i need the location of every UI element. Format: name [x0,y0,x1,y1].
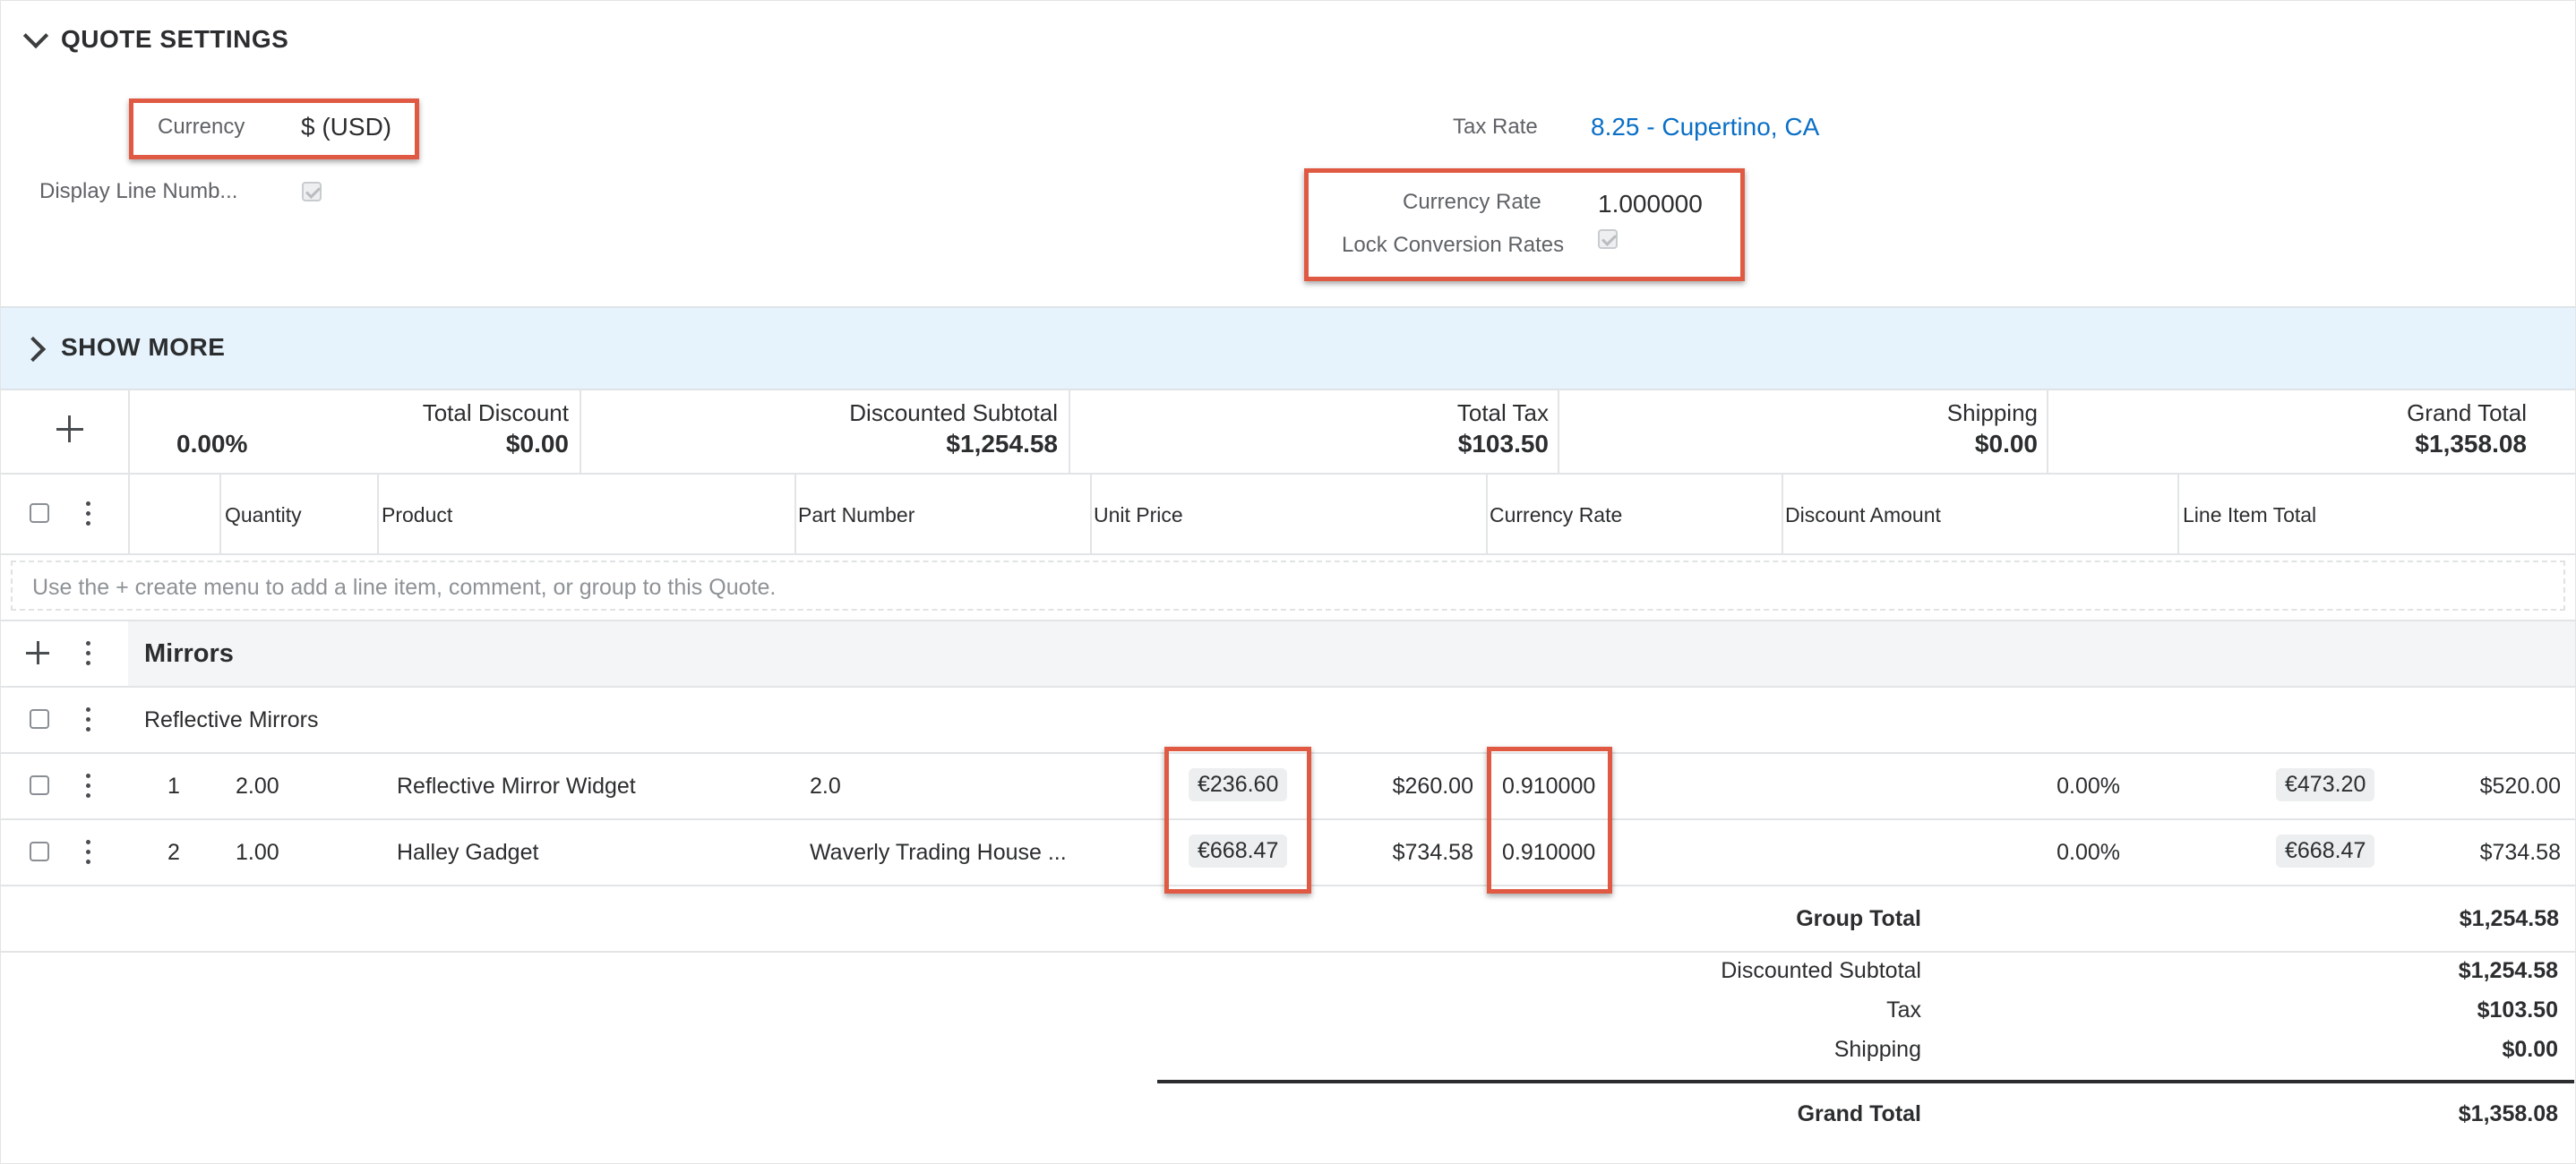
quote-settings-title: QUOTE SETTINGS [61,25,289,53]
unit-price-eur: €236.60 [1189,768,1288,801]
currency-rate-cell[interactable]: 0.910000 [1502,840,1596,865]
kebab-icon[interactable] [86,774,90,799]
total-tax-label: Total Tax [1456,399,1549,426]
unit-price-highlight-box [1164,747,1311,894]
unit-price-eur: €668.47 [1189,834,1288,868]
line-total-usd: $520.00 [2479,774,2561,799]
col-quantity[interactable]: Quantity [225,503,302,526]
grand-total-divider [1157,1080,2574,1083]
kebab-icon[interactable] [86,707,90,732]
shipping-label: Shipping [1946,399,2038,426]
chevron-right-icon [20,336,47,363]
display-line-numbers-label: Display Line Numb... [39,179,238,203]
group-total-value: $1,254.58 [2459,906,2559,931]
group-name[interactable]: Mirrors [144,639,234,668]
show-more-title: SHOW MORE [61,333,226,361]
line-total-usd: $734.58 [2479,840,2561,865]
col-unit-price[interactable]: Unit Price [1094,503,1183,526]
kebab-icon[interactable] [86,840,90,865]
line-total-eur: €473.20 [2276,768,2375,801]
col-discount-amount[interactable]: Discount Amount [1785,503,1941,526]
table-row: 2 1.00 Halley Gadget Waverly Trading Hou… [1,820,2575,886]
comment-checkbox[interactable] [30,709,49,729]
currency-value[interactable]: $ (USD) [301,113,392,141]
kebab-icon[interactable] [86,641,90,666]
product-link[interactable]: Reflective Mirror Widget [397,774,636,799]
currency-rate-cell[interactable]: 0.910000 [1502,774,1596,799]
tax-rate-label: Tax Rate [1453,115,1538,139]
lock-conversion-rates-label: Lock Conversion Rates [1342,233,1565,257]
group-add-button[interactable] [24,639,53,668]
total-discount-value: $0.00 [505,430,569,458]
summary-discounted-subtotal-value: $1,254.58 [2458,958,2558,983]
discounted-subtotal-label: Discounted Subtotal [849,399,1058,426]
line-number: 2 [167,840,180,865]
grand-total-value: $1,358.08 [2415,430,2527,458]
discount-cell[interactable]: 0.00% [2057,840,2120,865]
show-more-bar[interactable]: SHOW MORE [1,306,2575,390]
empty-hint-text: Use the + create menu to add a line item… [32,575,777,600]
comment-row: Reflective Mirrors [1,688,2575,754]
summary-discounted-subtotal-label: Discounted Subtotal [1721,958,1921,983]
part-number-cell[interactable]: Waverly Trading House ... [810,840,1067,865]
summary-shipping-value: $0.00 [2502,1037,2558,1062]
unit-price-usd[interactable]: $734.58 [1392,840,1473,865]
shipping-value: $0.00 [1974,430,2038,458]
currency-label: Currency [158,115,245,139]
col-part-number[interactable]: Part Number [798,503,915,526]
summary-tax-label: Tax [1886,997,1921,1023]
currency-rate-value[interactable]: 1.000000 [1598,190,1703,218]
quote-settings-toggle[interactable]: QUOTE SETTINGS [21,21,308,61]
group-header-row: Mirrors [1,621,2575,688]
discount-percent: 0.00% [176,430,248,458]
line-number: 1 [167,774,180,799]
tax-rate-link[interactable]: 8.25 - Cupertino, CA [1591,113,1820,141]
product-link[interactable]: Halley Gadget [397,840,539,865]
row-checkbox[interactable] [30,775,49,795]
discounted-subtotal-value: $1,254.58 [946,430,1058,458]
quantity-cell[interactable]: 2.00 [236,774,279,799]
part-number-cell[interactable]: 2.0 [810,774,841,799]
summary-grand-total-label: Grand Total [1797,1101,1921,1126]
column-header-row: Quantity Product Part Number Unit Price … [1,475,2575,555]
summary-grand-total-value: $1,358.08 [2458,1101,2558,1126]
summary-shipping-label: Shipping [1833,1037,1921,1062]
quantity-cell[interactable]: 1.00 [236,840,279,865]
grand-total-label: Grand Total [2407,399,2527,426]
discount-cell[interactable]: 0.00% [2057,774,2120,799]
select-all-checkbox[interactable] [30,503,49,523]
currency-rate-label: Currency Rate [1403,190,1541,214]
add-item-button[interactable] [37,398,99,460]
comment-text[interactable]: Reflective Mirrors [144,707,319,732]
line-total-eur: €668.47 [2276,834,2375,868]
summary-tax-value: $103.50 [2477,997,2558,1023]
group-total-label: Group Total [1796,906,1921,931]
col-line-item-total[interactable]: Line Item Total [2183,503,2317,526]
chevron-down-icon [22,22,49,49]
col-product[interactable]: Product [382,503,453,526]
row-checkbox[interactable] [30,842,49,861]
table-row: 1 2.00 Reflective Mirror Widget 2.0 €236… [1,754,2575,820]
kebab-icon[interactable] [86,501,90,526]
lock-conversion-rates-checkbox[interactable] [1598,229,1618,249]
totals-bar: 0.00% Total Discount $0.00 Discounted Su… [1,389,2575,475]
unit-price-usd[interactable]: $260.00 [1392,774,1473,799]
currency-rate-column-highlight-box [1487,747,1612,894]
col-currency-rate[interactable]: Currency Rate [1490,503,1623,526]
total-discount-label: Total Discount [422,399,569,426]
empty-hint-box: Use the + create menu to add a line item… [11,561,2565,611]
group-total-row: Group Total $1,254.58 [1,886,2575,953]
total-tax-value: $103.50 [1457,430,1549,458]
currency-rate-highlight-box [1304,168,1745,281]
display-line-numbers-checkbox[interactable] [302,182,322,201]
currency-highlight-box [129,98,419,159]
